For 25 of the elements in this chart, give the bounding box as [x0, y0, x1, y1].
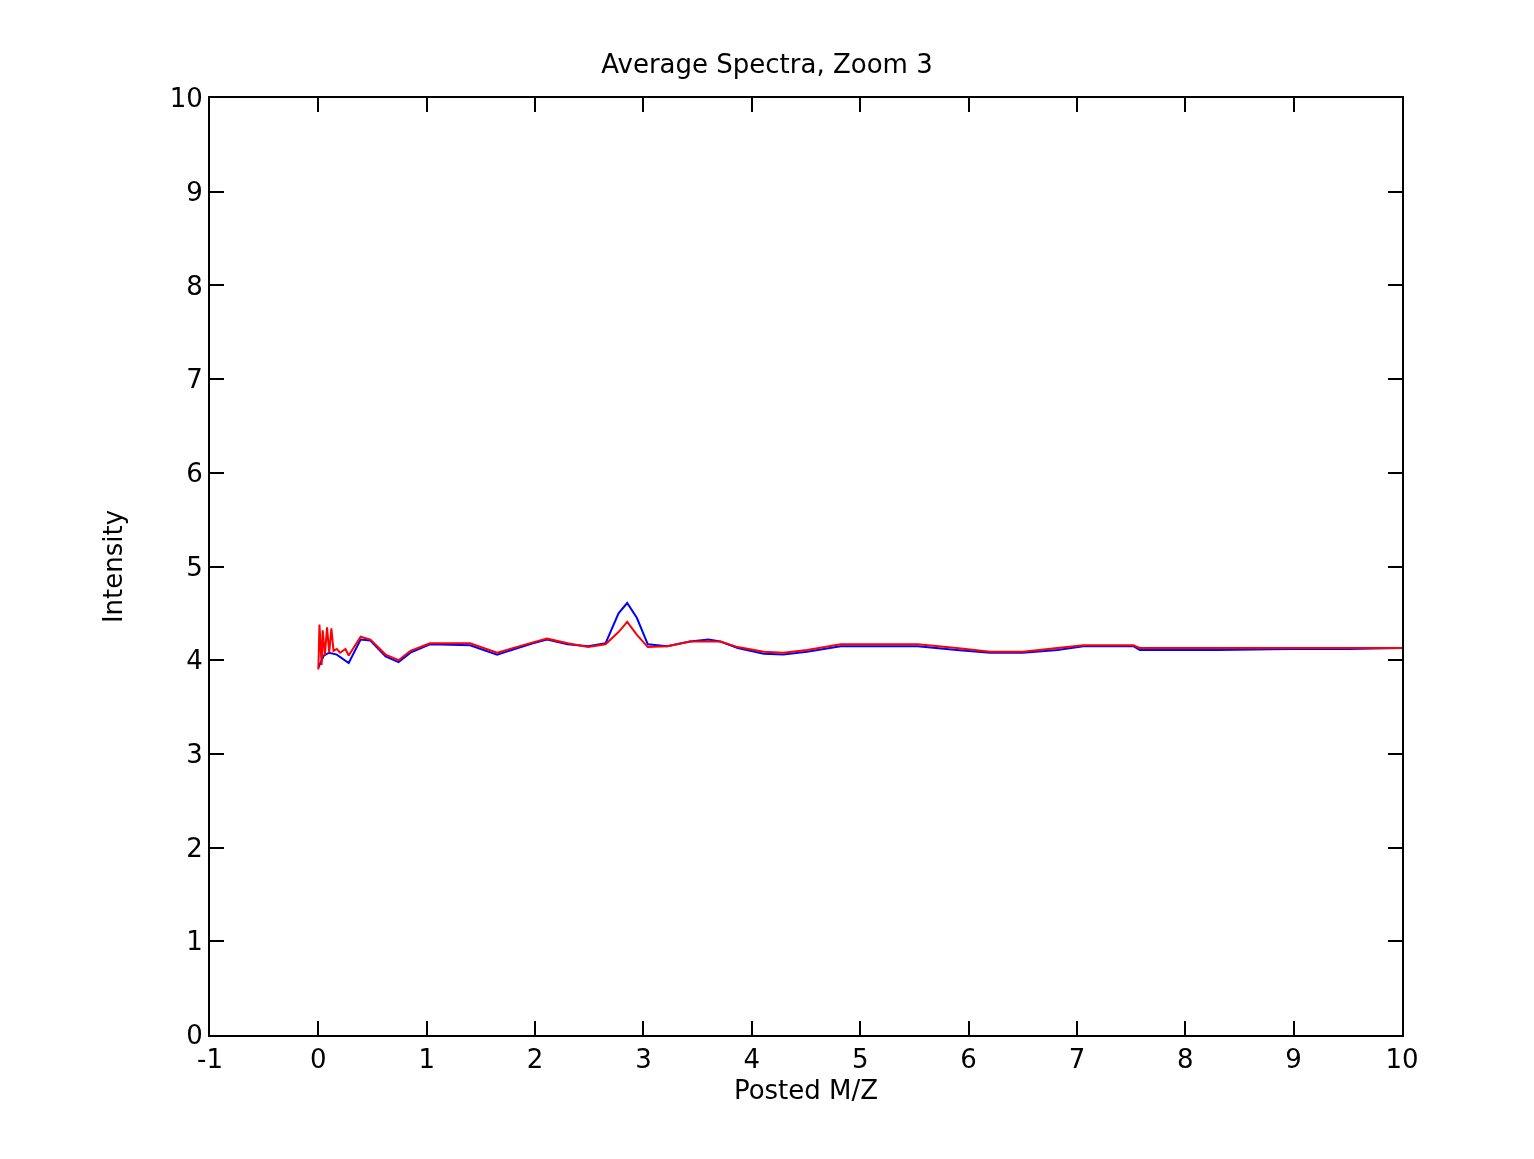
- x-tick-label: 0: [310, 1044, 327, 1075]
- y-tick-label: 7: [186, 364, 203, 395]
- line-series: [317, 620, 1402, 671]
- x-axis-title: Posted M/Z: [733, 1075, 879, 1106]
- x-tick-label: 3: [635, 1044, 652, 1075]
- x-tick-label: 7: [1068, 1044, 1086, 1075]
- y-tick-label: 4: [186, 645, 203, 676]
- y-tick-label: 9: [186, 176, 203, 207]
- y-tick-label: 1: [186, 926, 203, 957]
- x-tick-label: 10: [1385, 1044, 1419, 1075]
- y-tick-label: 8: [186, 270, 203, 301]
- x-tick-label: 9: [1285, 1044, 1302, 1075]
- y-tick-label: 6: [186, 457, 203, 488]
- x-tick-label: 2: [526, 1044, 544, 1075]
- y-axis-title: Intensity: [97, 509, 128, 624]
- y-tick-label: 10: [169, 83, 203, 114]
- x-tick-label: 4: [743, 1044, 761, 1075]
- y-tick-label: 2: [186, 832, 203, 863]
- y-tick-label: 5: [186, 551, 203, 582]
- x-tick-label: 1: [418, 1044, 435, 1075]
- x-tick-label: 8: [1177, 1044, 1194, 1075]
- chart-title: Average Spectra, Zoom 3: [601, 49, 933, 80]
- x-tick-label: 5: [851, 1044, 869, 1075]
- y-tick-label: 3: [186, 739, 203, 769]
- x-tick-label: 6: [960, 1044, 977, 1075]
